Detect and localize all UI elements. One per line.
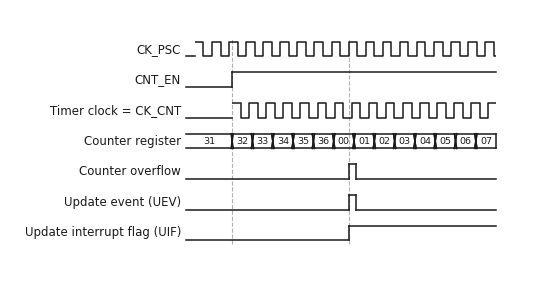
Text: 06: 06 [460, 136, 472, 146]
Text: Update interrupt flag (UIF): Update interrupt flag (UIF) [24, 226, 181, 239]
Text: 34: 34 [277, 136, 289, 146]
Text: Timer clock = CK_CNT: Timer clock = CK_CNT [50, 104, 181, 117]
Text: 01: 01 [358, 136, 370, 146]
Text: 33: 33 [257, 136, 269, 146]
Text: Counter overflow: Counter overflow [79, 165, 181, 178]
Text: Counter register: Counter register [84, 135, 181, 147]
Text: 35: 35 [297, 136, 309, 146]
Text: 05: 05 [440, 136, 451, 146]
Text: 32: 32 [236, 136, 248, 146]
Text: 00: 00 [338, 136, 350, 146]
Text: 04: 04 [419, 136, 431, 146]
Text: 02: 02 [378, 136, 390, 146]
Text: CK_PSC: CK_PSC [137, 43, 181, 56]
Text: CNT_EN: CNT_EN [135, 73, 181, 86]
Text: 03: 03 [399, 136, 411, 146]
Text: 07: 07 [480, 136, 492, 146]
Text: 36: 36 [317, 136, 330, 146]
Text: 31: 31 [203, 136, 215, 146]
Text: Update event (UEV): Update event (UEV) [64, 196, 181, 209]
